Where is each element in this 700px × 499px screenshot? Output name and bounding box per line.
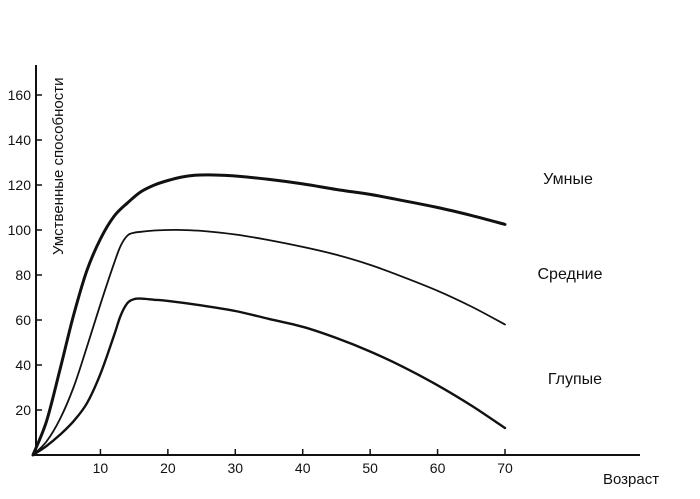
y-axis-label: Умственные способности [50, 78, 67, 255]
y-tick-label: 20 [15, 402, 31, 418]
y-tick-label: 160 [8, 87, 32, 103]
x-tick-label: 10 [93, 460, 109, 476]
series-lines [31, 173, 507, 457]
x-tick-label: 20 [160, 460, 176, 476]
series-line-srednie [32, 228, 506, 456]
y-tick-label: 100 [8, 222, 32, 238]
x-tick-label: 30 [227, 460, 243, 476]
axes [33, 65, 640, 456]
ticks: 10 20 30 40 50 60 70 20 40 60 80 100 120 140 160 [8, 87, 513, 476]
y-tick-label: 80 [15, 267, 31, 283]
x-tick-label: 40 [295, 460, 311, 476]
x-tick-label: 50 [362, 460, 378, 476]
series-label-glupye: Глупые [548, 371, 602, 388]
y-tick-label: 60 [15, 312, 31, 328]
series-label-srednie: Средние [537, 266, 602, 283]
series-label-umnye: Умные [543, 171, 593, 188]
x-tick-label: 70 [497, 460, 513, 476]
y-tick-label: 40 [15, 357, 31, 373]
y-tick-label: 140 [8, 132, 32, 148]
x-tick-label: 60 [430, 460, 446, 476]
series-line-umnye [31, 173, 507, 457]
y-tick-label: 120 [8, 177, 32, 193]
series-line-glupye [31, 297, 507, 457]
x-axis-label: Возраст [603, 471, 659, 488]
series-labels: Умные Средние Глупые [537, 171, 602, 388]
